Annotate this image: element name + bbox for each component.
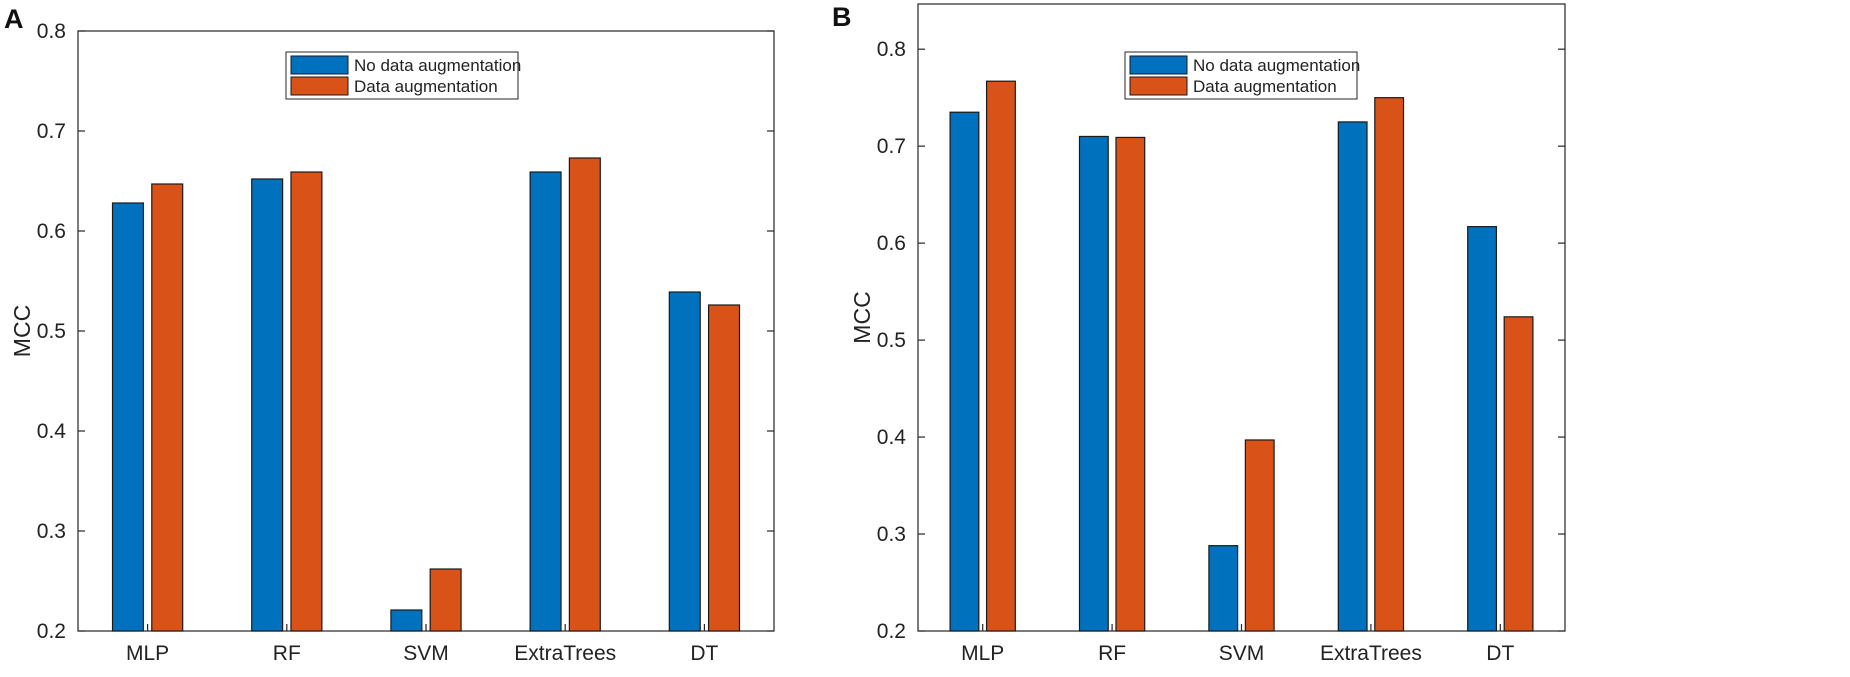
x-tick-label-mlp: MLP: [961, 642, 1004, 665]
y-tick-label: 0.6: [37, 220, 66, 243]
bar-mlp-no-augmentation: [111, 202, 145, 632]
bar-mlp-augmentation: [151, 183, 184, 632]
x-tick-label-dt: DT: [690, 642, 718, 665]
bar-svm-augmentation: [1244, 439, 1275, 632]
legend-label: Data augmentation: [354, 77, 498, 96]
x-tick-label-rf: RF: [1098, 642, 1126, 665]
bar-extratrees-augmentation: [568, 157, 601, 632]
bar-rf-no-augmentation: [1078, 135, 1109, 632]
bar-mlp-augmentation: [985, 80, 1016, 632]
bar-svm-no-augmentation: [390, 609, 423, 632]
y-tick-label: 0.7: [37, 120, 66, 143]
x-tick-label-extratrees: ExtraTrees: [1320, 642, 1422, 665]
bar-svm-augmentation: [429, 568, 462, 632]
bar-dt-no-augmentation: [1467, 226, 1498, 632]
x-tick-label-mlp: MLP: [126, 642, 169, 665]
y-tick-label: 0.8: [877, 38, 906, 61]
x-tick-label-extratrees: ExtraTrees: [514, 642, 616, 665]
y-tick-label: 0.2: [877, 620, 906, 643]
y-axis-label: MCC: [849, 291, 875, 343]
x-tick-label-dt: DT: [1486, 642, 1514, 665]
bar-dt-no-augmentation: [668, 291, 701, 632]
bar-rf-augmentation: [1115, 136, 1146, 632]
x-tick-label-svm: SVM: [1219, 642, 1265, 665]
y-tick-label: 0.8: [37, 20, 66, 43]
legend: No data augmentation Data augmentation: [1124, 51, 1360, 100]
bar-mlp-no-augmentation: [949, 111, 980, 632]
bar-rf-no-augmentation: [251, 178, 284, 632]
legend-label: No data augmentation: [1193, 56, 1360, 75]
panel-label: A: [4, 4, 24, 34]
legend-swatch-no-augmentation: [290, 55, 349, 75]
bar-dt-augmentation: [1503, 316, 1534, 632]
y-axis-label: MCC: [9, 305, 35, 357]
y-tick-label: 0.4: [877, 426, 907, 449]
chart-panel-a: A 0.2 0.3 0.4 0.5 0.6 0.7 0.8 MCC MLP RF SVM ExtraTr…: [4, 4, 775, 665]
y-tick-label: 0.4: [37, 420, 67, 443]
y-tick-label: 0.3: [37, 520, 66, 543]
panel-label: B: [832, 2, 852, 32]
x-tick-label-rf: RF: [273, 642, 301, 665]
bar-extratrees-augmentation: [1374, 97, 1405, 632]
bar-svm-no-augmentation: [1208, 545, 1239, 632]
bar-rf-augmentation: [290, 171, 323, 632]
bar-extratrees-no-augmentation: [529, 171, 562, 632]
legend-swatch-augmentation: [290, 76, 349, 96]
y-tick-label: 0.3: [877, 523, 906, 546]
legend-label: Data augmentation: [1193, 77, 1337, 96]
y-tick-label: 0.2: [37, 620, 66, 643]
legend-swatch-no-augmentation: [1129, 55, 1188, 75]
legend-swatch-augmentation: [1129, 76, 1188, 96]
legend-label: No data augmentation: [354, 56, 521, 75]
y-tick-label: 0.7: [877, 135, 906, 158]
legend: No data augmentation Data augmentation: [285, 51, 521, 100]
y-tick-label: 0.5: [37, 320, 66, 343]
y-tick-label: 0.5: [877, 329, 906, 352]
y-tick-label: 0.6: [877, 232, 906, 255]
x-tick-label-svm: SVM: [403, 642, 449, 665]
bar-dt-augmentation: [707, 304, 741, 632]
chart-panel-b: B 0.2 0.3 0.4 0.5 0.6 0.7 0.8 MCC MLP RF SVM ExtraTr…: [832, 2, 1566, 665]
bar-extratrees-no-augmentation: [1337, 121, 1368, 632]
